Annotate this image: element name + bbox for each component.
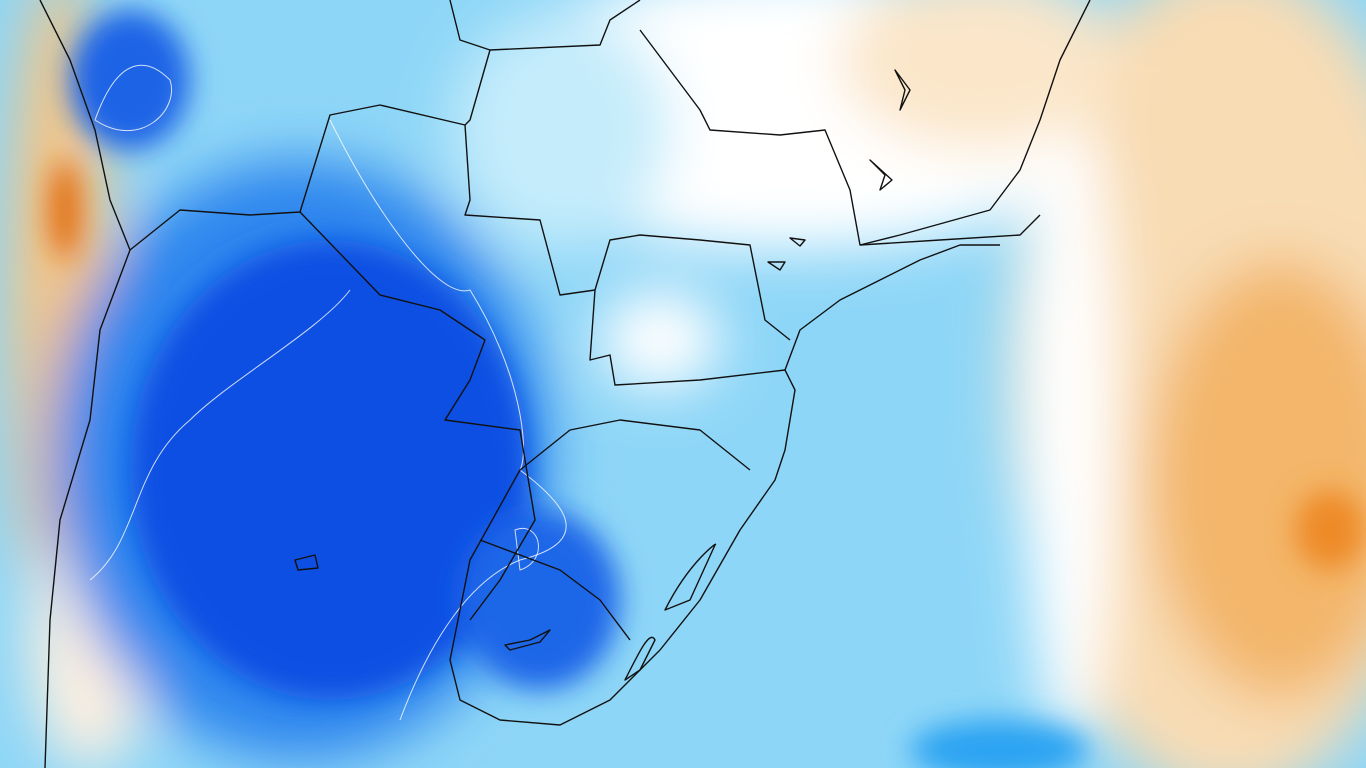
borders	[39, 0, 1091, 768]
